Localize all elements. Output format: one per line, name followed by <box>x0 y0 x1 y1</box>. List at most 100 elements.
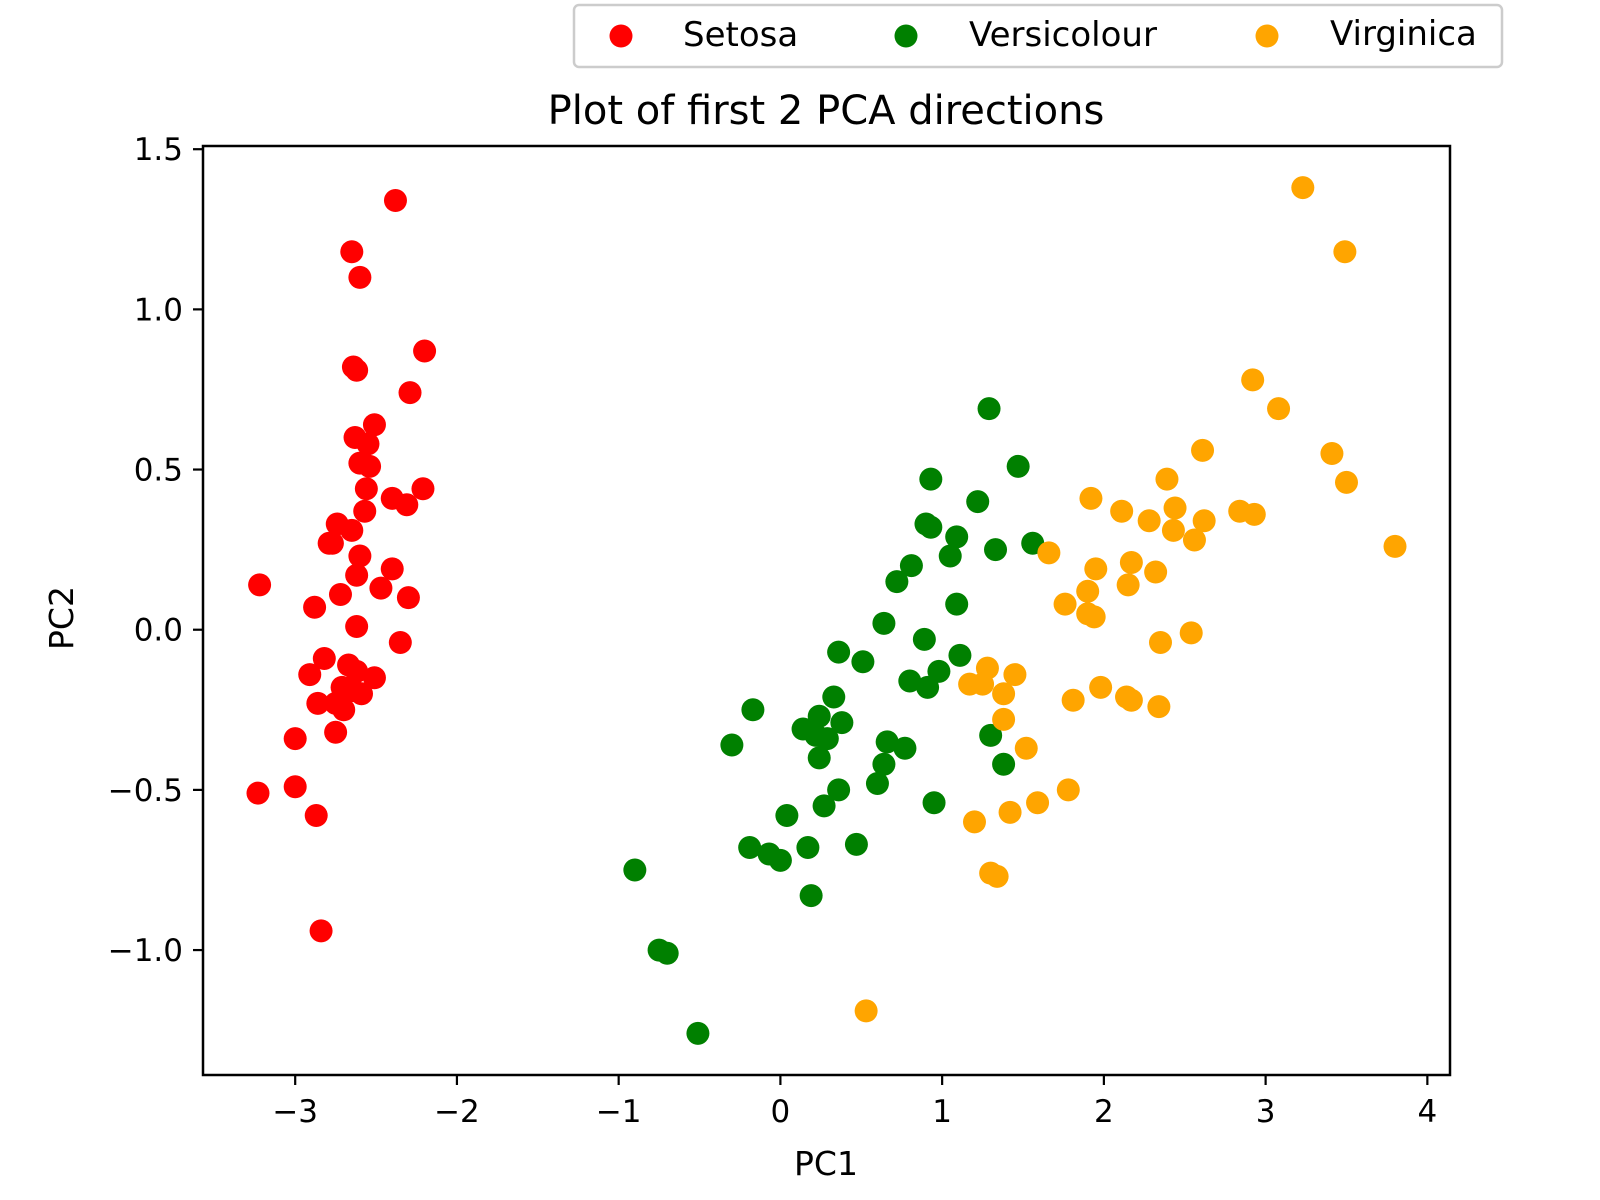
y-tick-label: 1.5 <box>134 132 183 168</box>
point-virginica <box>1155 467 1179 491</box>
point-setosa <box>395 493 419 517</box>
point-virginica <box>1192 509 1216 533</box>
point-versicolour <box>919 467 943 491</box>
point-versicolour <box>945 592 969 616</box>
point-versicolour <box>851 650 875 674</box>
point-versicolour <box>979 723 1003 747</box>
point-versicolour <box>872 611 896 635</box>
point-virginica <box>985 864 1009 888</box>
point-versicolour <box>916 675 940 699</box>
point-versicolour <box>992 752 1016 776</box>
y-tick-label: −1.0 <box>108 933 183 969</box>
point-setosa <box>348 544 372 568</box>
y-tick-label: 1.0 <box>134 292 183 328</box>
point-virginica <box>1161 518 1185 542</box>
point-versicolour <box>898 669 922 693</box>
point-versicolour <box>872 752 896 776</box>
point-versicolour <box>844 832 868 856</box>
point-virginica <box>854 999 878 1023</box>
point-setosa <box>340 518 364 542</box>
x-tick-label: 4 <box>1417 1094 1437 1130</box>
point-virginica <box>1137 509 1161 533</box>
point-virginica <box>971 672 995 696</box>
point-versicolour <box>927 659 951 683</box>
point-versicolour <box>827 778 851 802</box>
point-virginica <box>1076 579 1100 603</box>
point-setosa <box>298 663 322 687</box>
point-versicolour <box>720 733 744 757</box>
point-setosa <box>306 691 330 715</box>
point-setosa <box>317 531 341 555</box>
point-virginica <box>992 707 1016 731</box>
x-tick-label: 3 <box>1256 1094 1276 1130</box>
point-virginica <box>1089 675 1113 699</box>
x-axis-title: PC1 <box>794 1144 858 1183</box>
x-tick-label: −2 <box>434 1094 480 1130</box>
y-tick-label: 0.5 <box>134 453 183 489</box>
legend-label-virginica: Virginica <box>1330 14 1477 54</box>
point-setosa <box>413 339 437 363</box>
point-versicolour <box>875 730 899 754</box>
legend-frame <box>572 3 1504 69</box>
point-setosa <box>350 682 374 706</box>
point-setosa <box>383 188 407 212</box>
point-setosa <box>388 631 412 655</box>
point-virginica <box>1037 541 1061 565</box>
point-setosa <box>411 477 435 501</box>
point-versicolour <box>799 884 823 908</box>
point-virginica <box>1082 605 1106 629</box>
point-setosa <box>345 659 369 683</box>
x-tick-label: −3 <box>272 1094 318 1130</box>
point-versicolour <box>812 794 836 818</box>
point-versicolour <box>919 515 943 539</box>
point-versicolour <box>865 771 889 795</box>
point-setosa <box>340 240 364 264</box>
point-virginica <box>1333 240 1357 264</box>
point-setosa <box>283 727 307 751</box>
y-axis-title: PC2 <box>42 586 81 650</box>
x-tick-label: 1 <box>932 1094 952 1130</box>
x-tick-label: −1 <box>596 1094 642 1130</box>
point-versicolour <box>741 698 765 722</box>
point-virginica <box>1110 499 1134 523</box>
legend-label-versicolour: Versicolour <box>969 15 1157 55</box>
x-axis: −3 −2 −1 0 1 2 3 4 <box>272 1075 1437 1130</box>
point-versicolour <box>977 397 1001 421</box>
point-versicolour <box>768 848 792 872</box>
point-setosa <box>309 919 333 943</box>
point-setosa <box>353 499 377 523</box>
point-setosa <box>312 647 336 671</box>
legend-marker-virginica <box>1255 24 1279 48</box>
point-setosa <box>369 576 393 600</box>
point-versicolour <box>655 941 679 965</box>
plot-points <box>246 176 1407 1045</box>
point-virginica <box>1241 368 1265 392</box>
legend-marker-setosa <box>609 24 633 48</box>
point-versicolour <box>796 836 820 860</box>
point-versicolour <box>945 525 969 549</box>
point-virginica <box>1119 688 1143 712</box>
point-setosa <box>345 615 369 639</box>
point-versicolour <box>815 727 839 751</box>
point-virginica <box>1079 486 1103 510</box>
point-setosa <box>396 586 420 610</box>
point-virginica <box>1179 621 1203 645</box>
point-versicolour <box>1006 454 1030 478</box>
point-versicolour <box>807 746 831 770</box>
legend: Setosa Versicolour Virginica <box>572 3 1504 69</box>
point-versicolour <box>948 643 972 667</box>
point-versicolour <box>885 570 909 594</box>
point-setosa <box>348 265 372 289</box>
legend-marker-versicolour <box>894 24 918 48</box>
point-setosa <box>328 582 352 606</box>
point-versicolour <box>738 836 762 860</box>
point-virginica <box>1084 557 1108 581</box>
point-virginica <box>1163 496 1187 520</box>
point-virginica <box>1267 397 1291 421</box>
point-virginica <box>962 810 986 834</box>
point-setosa <box>354 477 378 501</box>
point-versicolour <box>775 804 799 828</box>
point-virginica <box>1242 502 1266 526</box>
